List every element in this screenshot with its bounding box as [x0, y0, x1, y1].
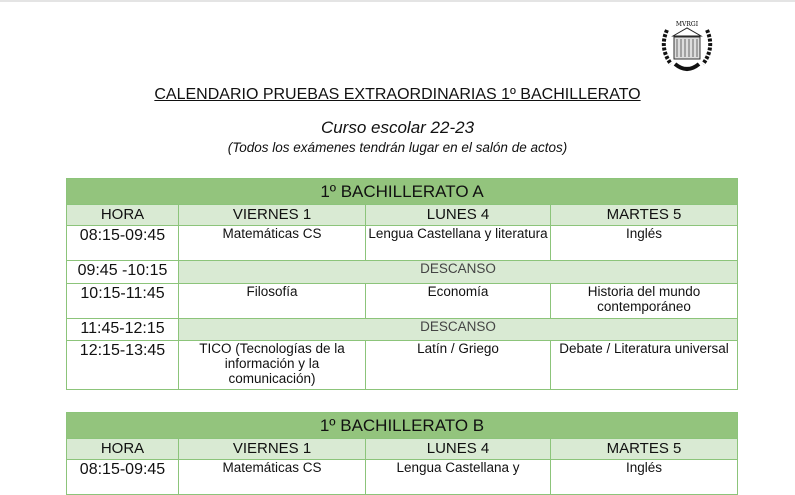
- page-title: CALENDARIO PRUEBAS EXTRAORDINARIAS 1º BA…: [154, 86, 641, 103]
- header-lunes: LUNES 4: [365, 438, 551, 460]
- break-row: 09:45 -10:15 DESCANSO: [66, 260, 738, 284]
- schedule-table-b: 1º BACHILLERATO B HORA VIERNES 1 LUNES 4…: [66, 412, 738, 495]
- table-row: 08:15-09:45 Matemáticas CS Lengua Castel…: [66, 225, 738, 261]
- school-crest-logo: MVRGI: [661, 21, 713, 71]
- break-cell: DESCANSO: [178, 260, 738, 284]
- header-viernes: VIERNES 1: [178, 204, 366, 226]
- exam-cell: Matemáticas CS: [178, 459, 366, 495]
- time-cell: 08:15-09:45: [66, 225, 179, 261]
- header-viernes: VIERNES 1: [178, 438, 366, 460]
- exam-cell: Lengua Castellana y: [365, 459, 551, 495]
- time-cell: 09:45 -10:15: [66, 260, 179, 284]
- header-hora: HORA: [66, 204, 179, 226]
- break-row: 11:45-12:15 DESCANSO: [66, 318, 738, 341]
- table-row: 10:15-11:45 Filosofía Economía Historia …: [66, 283, 738, 319]
- exam-cell: Inglés: [550, 225, 738, 261]
- exam-cell: Debate / Literatura universal: [550, 340, 738, 390]
- table-row: 12:15-13:45 TICO (Tecnologías de la info…: [66, 340, 738, 390]
- table-title: 1º BACHILLERATO B: [66, 412, 738, 439]
- exam-cell: Matemáticas CS: [178, 225, 366, 261]
- exam-cell: Filosofía: [178, 283, 366, 319]
- page-top-border: [0, 0, 795, 2]
- header-hora: HORA: [66, 438, 179, 460]
- exam-cell: Lengua Castellana y literatura: [365, 225, 551, 261]
- header-martes: MARTES 5: [550, 204, 738, 226]
- location-note: (Todos los exámenes tendrán lugar en el …: [227, 140, 568, 155]
- table-row: 08:15-09:45 Matemáticas CS Lengua Castel…: [66, 459, 738, 495]
- table-title: 1º BACHILLERATO A: [66, 178, 738, 205]
- course-year: Curso escolar 22-23: [320, 118, 475, 137]
- time-cell: 11:45-12:15: [66, 318, 179, 341]
- exam-cell: Latín / Griego: [365, 340, 551, 390]
- exam-cell: Historia del mundo contemporáneo: [550, 283, 738, 319]
- time-cell: 08:15-09:45: [66, 459, 179, 495]
- header-lunes: LUNES 4: [365, 204, 551, 226]
- exam-cell: Economía: [365, 283, 551, 319]
- exam-cell: Inglés: [550, 459, 738, 495]
- break-cell: DESCANSO: [178, 318, 738, 341]
- header-martes: MARTES 5: [550, 438, 738, 460]
- time-cell: 10:15-11:45: [66, 283, 179, 319]
- exam-cell: TICO (Tecnologías de la información y la…: [178, 340, 366, 390]
- time-cell: 12:15-13:45: [66, 340, 179, 390]
- svg-text:MVRGI: MVRGI: [676, 21, 699, 28]
- schedule-table-a: 1º BACHILLERATO A HORA VIERNES 1 LUNES 4…: [66, 178, 738, 390]
